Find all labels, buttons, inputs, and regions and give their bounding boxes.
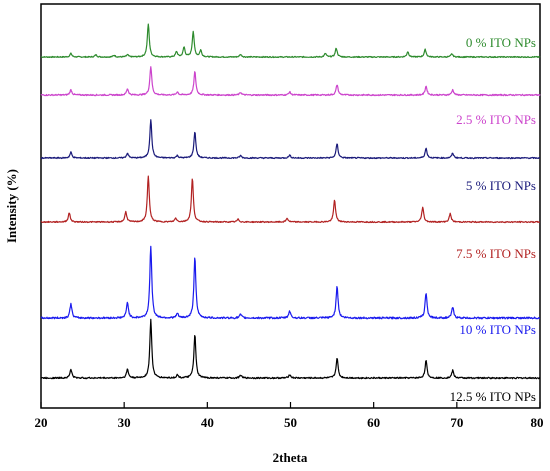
series-label-4: 10 % ITO NPs <box>459 322 536 337</box>
x-tick-label-30: 30 <box>118 415 131 430</box>
series-label-3: 7.5 % ITO NPs <box>456 246 536 261</box>
ticks-group: 20 30 40 50 60 70 80 <box>35 402 544 430</box>
plot-frame <box>40 3 541 409</box>
series-line-3 <box>40 175 541 224</box>
series-line-2 <box>40 119 541 160</box>
series-line-1 <box>40 66 541 97</box>
series-line-5 <box>40 318 541 380</box>
series-label-1: 2.5 % ITO NPs <box>456 112 536 127</box>
series-line-0 <box>40 23 541 59</box>
x-tick-label-40: 40 <box>201 415 214 430</box>
series-label-5: 12.5 % ITO NPs <box>450 389 536 404</box>
x-tick-label-20: 20 <box>35 415 48 430</box>
x-tick-label-60: 60 <box>367 415 380 430</box>
series-label-2: 5 % ITO NPs <box>466 178 536 193</box>
series-labels: 0 % ITO NPs 2.5 % ITO NPs 5 % ITO NPs 7.5 %… <box>450 35 536 404</box>
y-axis-label: Intensity (%) <box>4 169 19 243</box>
x-axis-label: 2theta <box>273 450 308 465</box>
x-tick-label-70: 70 <box>450 415 463 430</box>
series-line-4 <box>40 245 541 320</box>
x-tick-label-80: 80 <box>531 415 544 430</box>
x-tick-label-50: 50 <box>284 415 297 430</box>
series-label-0: 0 % ITO NPs <box>466 35 536 50</box>
series-group <box>40 23 541 380</box>
